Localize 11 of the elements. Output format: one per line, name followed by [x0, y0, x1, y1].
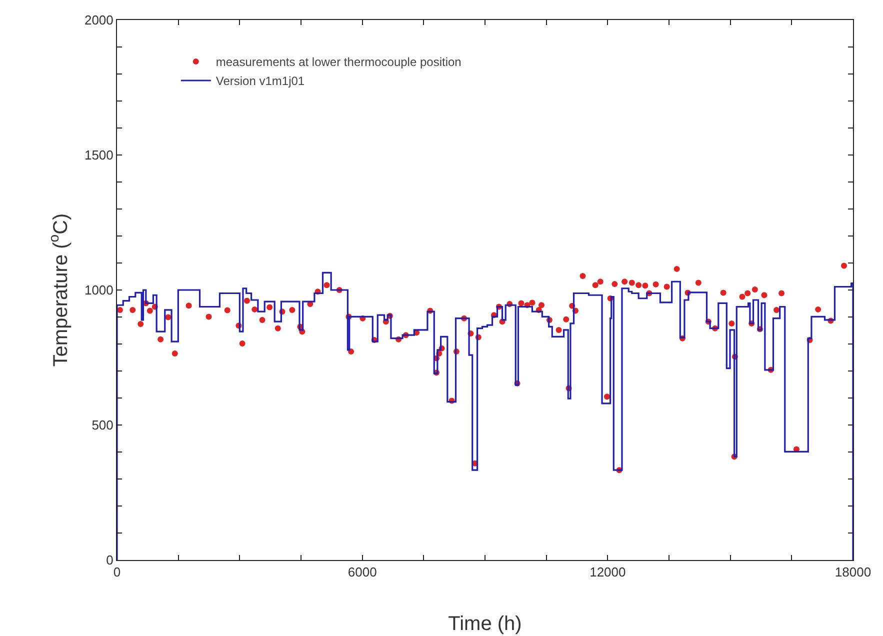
y-tick-label: 2000 [84, 12, 114, 28]
y-tick-label: 0 [106, 552, 114, 568]
y-tick-label: 1500 [84, 148, 114, 163]
x-axis-title: Time (h) [448, 613, 522, 635]
legend-label: Version v1m1j01 [216, 74, 305, 88]
x-tick-label: 18000 [834, 564, 872, 580]
legend-label: measurements at lower thermocouple position [216, 55, 462, 70]
x-tick-label: 6000 [348, 564, 377, 580]
x-tick-label: 12000 [590, 564, 626, 580]
y-tick-label: 1000 [84, 282, 114, 298]
y-tick-label: 500 [92, 418, 114, 433]
